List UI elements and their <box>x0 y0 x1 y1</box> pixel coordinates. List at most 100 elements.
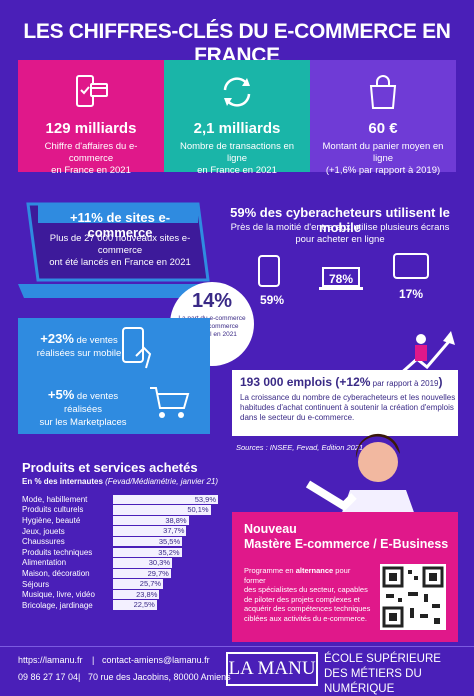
bar-track: 35,2% <box>113 547 218 558</box>
bar-row: Alimentation 30,3% <box>22 558 218 569</box>
bar-track: 25,7% <box>113 579 218 589</box>
bar <box>113 568 171 579</box>
stat-value: 60 € <box>368 120 398 137</box>
sites-title: +11% de sites e-commerce <box>69 210 171 240</box>
bar <box>113 558 173 568</box>
bar-category-label: Séjours <box>22 579 50 589</box>
bar-value-label: 25,7% <box>139 579 162 589</box>
share-text: La part du e-commerce dans le commerce de … <box>178 315 246 338</box>
bar-row: Produits techniques 35,2% <box>22 547 218 558</box>
bar-track: 37,7% <box>113 526 218 536</box>
share-value: 14% <box>191 290 233 312</box>
stat-label: Montant du panier moyen en ligne (+1,6% p… <box>322 141 444 176</box>
device-pct-laptop: 78% <box>328 272 354 286</box>
laptop-icon <box>18 200 218 310</box>
footer-phone: 09 86 27 17 04 <box>18 672 79 682</box>
bar-category-label: Hygiène, beauté <box>22 515 81 525</box>
stat-value: 129 milliards <box>45 120 137 137</box>
brand-logo: LA MANU <box>226 652 318 686</box>
bar-value-label: 35,2% <box>158 547 180 557</box>
bar-track: 35,5% <box>113 536 218 547</box>
bar-row: Maison, décoration 29,7% <box>22 568 218 579</box>
bar-track: 30,3% <box>113 558 218 568</box>
bar-value-label: 29,7% <box>147 568 169 578</box>
smartphone-icon <box>258 255 280 287</box>
products-bar-chart: Mode, habillement 53,9% Produits culturels… <box>22 494 218 611</box>
footer-separator: | <box>92 655 95 665</box>
qr-code[interactable] <box>380 564 446 630</box>
products-subtitle: En % des internautes (Fevad/Médiamétrie,… <box>22 477 219 486</box>
bar <box>113 526 187 536</box>
footer-website[interactable]: https://lamanu.fr <box>18 655 83 665</box>
jobs-card <box>232 370 458 436</box>
bar-row: Musique, livre, vidéo 23,8% <box>22 589 218 600</box>
bar-row: Produits culturels 50,1% <box>22 505 218 516</box>
tablet-icon <box>393 253 429 279</box>
bar-row: Mode, habillement 53,9% <box>22 494 218 505</box>
growth-figure-icon <box>395 325 457 385</box>
bar-track: 29,7% <box>113 568 218 579</box>
cyber-text: Près de la moitié d'entre eux utilise pl… <box>230 222 450 245</box>
bar <box>113 600 157 610</box>
bar <box>113 536 183 547</box>
bar-value-label: 50,1% <box>187 505 209 515</box>
footer <box>0 646 474 696</box>
refresh-icon <box>217 72 257 112</box>
sites-text: Plus de 27 000 nouveaux sites e-commerce… <box>49 233 191 268</box>
stat-label: Nombre de transactions en ligne en France… <box>179 141 295 176</box>
bar-row: Bricolage, jardinage 22,5% <box>22 600 218 611</box>
bar-category-label: Mode, habillement <box>22 494 88 504</box>
stat-transactions: 2,1 milliards Nombre de transactions en … <box>164 60 310 176</box>
stat-value: 2,1 milliards <box>193 120 281 137</box>
sales-box <box>18 318 210 434</box>
jobs-title: 193 000 emplois (+12% par rapport à 2019… <box>240 375 443 389</box>
stat-revenue: 129 milliards Chiffre d'affaires du e-co… <box>18 60 164 176</box>
bar-track: 23,8% <box>113 589 218 600</box>
jobs-text: La croissance du nombre de cyberacheteur… <box>240 393 456 422</box>
bar-category-label: Produits techniques <box>22 547 93 557</box>
laptop-small-icon <box>318 267 364 291</box>
bar-category-label: Produits culturels <box>22 505 84 515</box>
cyber-title: 59% des cyberacheteurs utilisent le mobi… <box>230 205 450 235</box>
person-illustration <box>300 430 420 518</box>
bar-value-label: 23,8% <box>136 589 158 599</box>
promo-title: Nouveau Mastère E-commerce / E-Business <box>244 522 449 551</box>
bar-category-label: Bricolage, jardinage <box>22 600 93 610</box>
stat-basket: 60 € Montant du panier moyen en ligne (+1… <box>310 60 456 176</box>
shopping-bag-icon <box>363 72 403 112</box>
bar-track: 50,1% <box>113 505 218 515</box>
footer-email[interactable]: contact-amiens@lamanu.fr <box>102 655 210 665</box>
bar <box>113 515 189 526</box>
school-name: ÉCOLE SUPÉRIEURE DES MÉTIERS DU NUMÉRIQUE <box>324 653 441 695</box>
promo-text: Programme en alternance pour former des s… <box>244 566 371 623</box>
phone-card-icon <box>71 72 111 112</box>
bar-value-label: 22,5% <box>133 600 155 610</box>
sources: Sources : INSEE, Fevad, Edition 2021 <box>236 443 364 452</box>
bar-track: 53,9% <box>113 494 218 505</box>
bar-row: Chaussures 35,5% <box>22 536 218 547</box>
hand-phone-icon <box>120 326 154 370</box>
bar <box>113 579 164 589</box>
market-sales: +5% de ventes réalisées sur les Marketpla… <box>39 387 127 428</box>
device-pct-tablet: 17% <box>398 287 424 301</box>
mobile-sales: +23% de ventes réalisées sur mobile <box>36 331 122 359</box>
bar-value-label: 30,3% <box>148 558 171 568</box>
bar-category-label: Maison, décoration <box>22 568 90 578</box>
bar-track: 22,5% <box>113 600 218 610</box>
bar-row: Jeux, jouets 37,7% <box>22 526 218 537</box>
products-title: Produits et services achetés <box>22 460 198 475</box>
bar <box>113 505 211 515</box>
shopping-cart-icon <box>148 384 192 420</box>
bar-category-label: Musique, livre, vidéo <box>22 590 95 600</box>
sites-title-bar <box>38 205 198 223</box>
bar <box>113 494 218 505</box>
bar-category-label: Alimentation <box>22 558 67 568</box>
bar <box>113 589 160 600</box>
bar-row: Séjours 25,7% <box>22 579 218 590</box>
bar-category-label: Chaussures <box>22 537 65 547</box>
bar-value-label: 35,5% <box>158 536 181 546</box>
bar <box>113 547 182 558</box>
bar-value-label: 53,9% <box>194 494 216 504</box>
bar-category-label: Jeux, jouets <box>22 526 65 536</box>
stat-label: Chiffre d'affaires du e-commerce en Franc… <box>44 141 138 176</box>
